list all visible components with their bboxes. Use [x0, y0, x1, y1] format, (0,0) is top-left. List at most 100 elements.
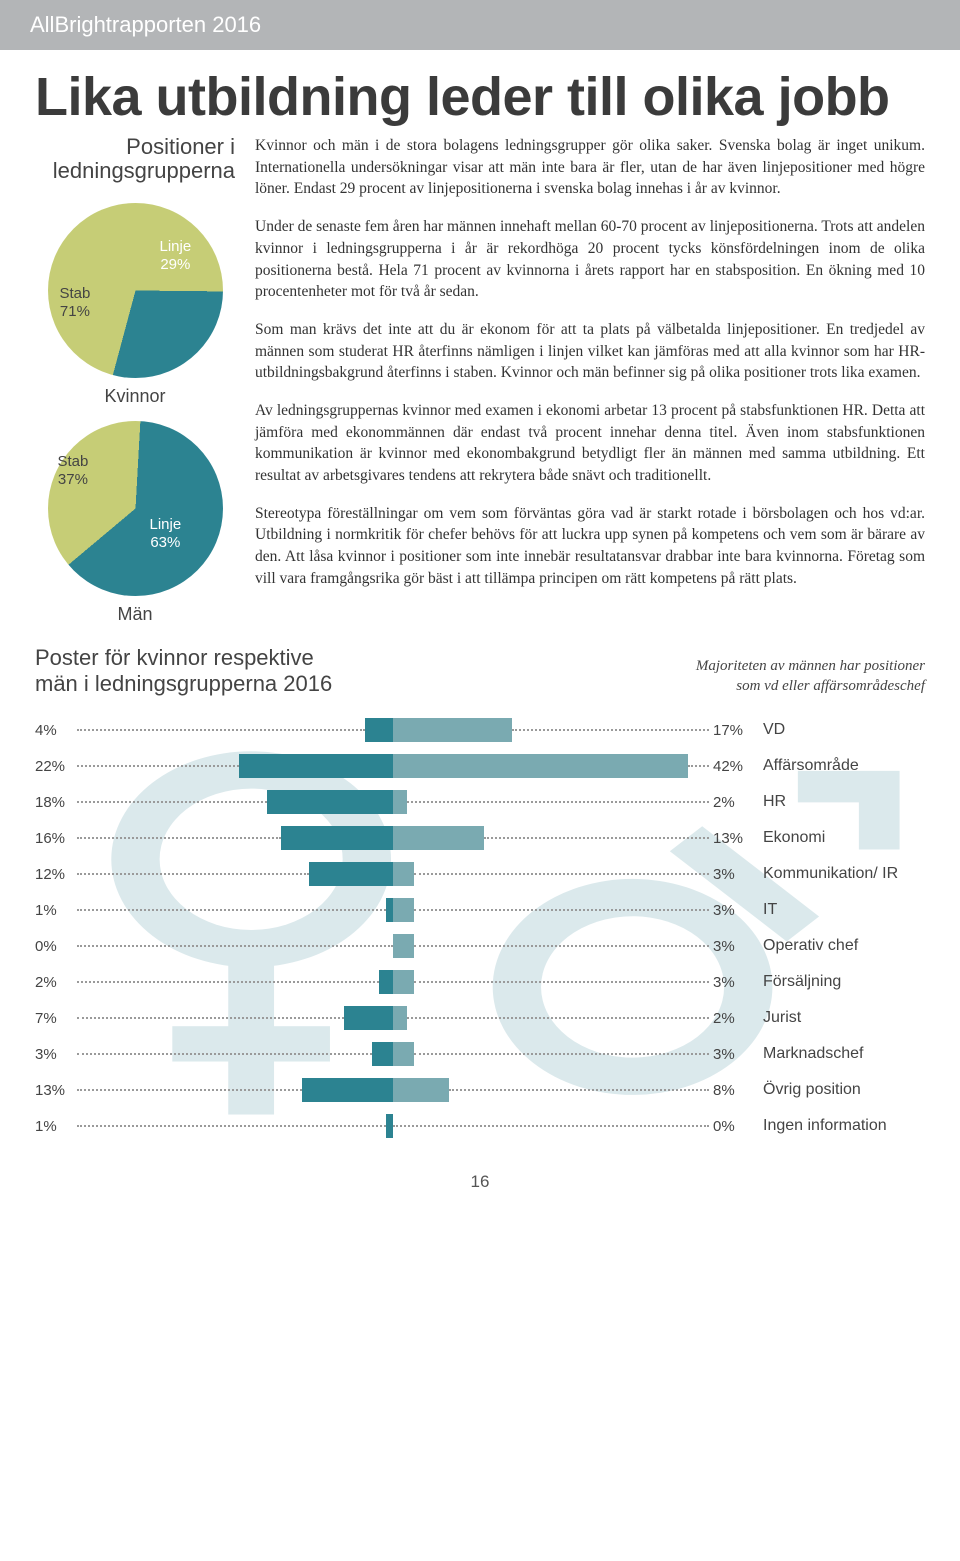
bar-right-pct: 2%	[709, 1010, 755, 1027]
bar-row: 4% 17%VD	[35, 712, 925, 748]
dots-right	[414, 873, 709, 875]
bar-row: 1%0%Ingen information	[35, 1108, 925, 1144]
bar-area	[77, 789, 709, 815]
bar-right-pct: 3%	[709, 902, 755, 919]
bar-left	[239, 754, 393, 778]
bar-right-pct: 42%	[709, 758, 755, 775]
bar-left	[386, 1114, 393, 1138]
dots-left	[77, 729, 365, 731]
bar-left	[309, 862, 393, 886]
pie-caption: Kvinnor	[35, 386, 235, 407]
bar-left-pct: 22%	[35, 758, 77, 775]
dots-right	[414, 945, 709, 947]
sidebar: Positioner i ledningsgrupperna Stab71%Li…	[35, 135, 235, 639]
pie-charts-host: Stab71% Linje29% Kvinnor Stab37%Linje63% Män	[35, 203, 235, 625]
dots-right	[407, 801, 709, 803]
bar-row: 7% 2%Jurist	[35, 1000, 925, 1036]
bar-right-pct: 2%	[709, 794, 755, 811]
bar-right	[393, 898, 414, 922]
pie-slice-label: Linje63%	[150, 516, 182, 552]
bar-right-pct: 8%	[709, 1082, 755, 1099]
bar-right	[393, 970, 414, 994]
bar-left	[365, 718, 393, 742]
dots-left	[77, 1125, 386, 1127]
bar-row: 16% 13%Ekonomi	[35, 820, 925, 856]
bar-row: 1%3%IT	[35, 892, 925, 928]
bar-category: Operativ chef	[755, 937, 925, 955]
pie-slice-label: Stab71%	[60, 285, 91, 321]
bar-category: HR	[755, 793, 925, 811]
pie-chart: Stab71% Linje29%	[48, 203, 223, 378]
report-label: AllBrightrapporten 2016	[30, 12, 261, 37]
bar-left	[379, 970, 393, 994]
bar-right-pct: 3%	[709, 866, 755, 883]
bar-left-pct: 16%	[35, 830, 77, 847]
paragraph: Som man krävs det inte att du är ekonom …	[255, 319, 925, 384]
bottom-section-title: Poster för kvinnor respektive män i ledn…	[35, 645, 332, 696]
bar-left	[267, 790, 393, 814]
diverging-bar-chart: 4%17%VD22%42%Affärsområde18%2%HR16%13%Ek…	[35, 712, 925, 1144]
bar-right-pct: 13%	[709, 830, 755, 847]
bar-right-pct: 3%	[709, 938, 755, 955]
bar-left	[386, 898, 393, 922]
bar-row: 13% 8%Övrig position	[35, 1072, 925, 1108]
dots-left	[77, 981, 379, 983]
bar-left-pct: 18%	[35, 794, 77, 811]
bar-left-pct: 3%	[35, 1046, 77, 1063]
pie-chart: Stab37%Linje63%	[48, 421, 223, 596]
bar-left-pct: 13%	[35, 1082, 77, 1099]
bar-area	[77, 969, 709, 995]
dots-right	[414, 909, 709, 911]
bar-row: 2%3%Försäljning	[35, 964, 925, 1000]
bar-right	[393, 862, 414, 886]
bar-right-pct: 0%	[709, 1118, 755, 1135]
dots-left	[77, 1089, 302, 1091]
dots-left	[77, 801, 267, 803]
bar-area	[77, 1113, 709, 1139]
paragraph: Stereotypa föreställningar om vem som fö…	[255, 503, 925, 590]
bar-left-pct: 12%	[35, 866, 77, 883]
bar-right	[393, 934, 414, 958]
dots-left	[77, 873, 309, 875]
bar-area	[77, 753, 709, 779]
bar-row: 18% 2%HR	[35, 784, 925, 820]
pie-slice-label: Linje29%	[160, 238, 192, 274]
dots-right	[393, 1125, 709, 1127]
page-number: 16	[35, 1172, 925, 1192]
bar-category: Marknadschef	[755, 1045, 925, 1063]
paragraph: Kvinnor och män i de stora bolagens ledn…	[255, 135, 925, 200]
bar-area	[77, 1077, 709, 1103]
bar-right	[393, 1078, 449, 1102]
body-text: Kvinnor och män i de stora bolagens ledn…	[255, 135, 925, 639]
bar-left-pct: 0%	[35, 938, 77, 955]
dots-left	[77, 1017, 344, 1019]
page-content: Lika utbildning leder till olika jobb Po…	[0, 50, 960, 1222]
bar-category: Övrig position	[755, 1081, 925, 1099]
bottom-section-note: Majoriteten av männen har positioner som…	[696, 657, 925, 696]
bar-left	[344, 1006, 393, 1030]
bar-left-pct: 7%	[35, 1010, 77, 1027]
bar-category: IT	[755, 901, 925, 919]
bar-right-pct: 3%	[709, 1046, 755, 1063]
bar-right	[393, 1042, 414, 1066]
bar-category: Ekonomi	[755, 829, 925, 847]
bar-left-pct: 2%	[35, 974, 77, 991]
bar-row: 3%3%Marknadschef	[35, 1036, 925, 1072]
bars-host: 4%17%VD22%42%Affärsområde18%2%HR16%13%Ek…	[35, 712, 925, 1144]
bar-area	[77, 717, 709, 743]
dots-left	[77, 1053, 372, 1055]
bar-category: VD	[755, 721, 925, 739]
bar-left-pct: 4%	[35, 722, 77, 739]
pie-caption: Män	[35, 604, 235, 625]
bar-row: 22%42%Affärsområde	[35, 748, 925, 784]
bar-category: Jurist	[755, 1009, 925, 1027]
bar-right-pct: 17%	[709, 722, 755, 739]
pie-disc	[48, 421, 223, 596]
bar-row: 12% 3%Kommunikation/ IR	[35, 856, 925, 892]
bar-left	[372, 1042, 393, 1066]
bar-category: Kommunikation/ IR	[755, 865, 925, 883]
paragraph: Av ledningsgruppernas kvinnor med examen…	[255, 400, 925, 487]
bar-right	[393, 1006, 407, 1030]
bar-right	[393, 754, 688, 778]
dots-left	[77, 909, 386, 911]
